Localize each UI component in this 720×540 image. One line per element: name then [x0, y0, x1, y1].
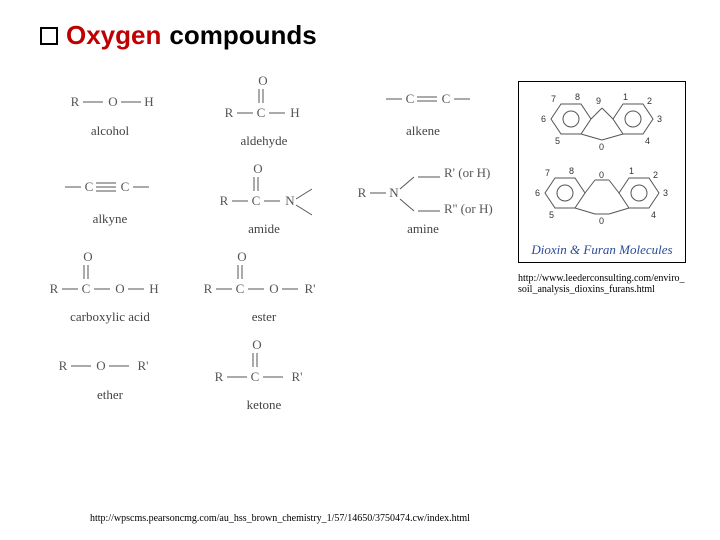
svg-text:7: 7: [551, 94, 556, 104]
structure-cell: R O Halcohol: [40, 71, 180, 149]
title-word-1: Oxygen: [66, 20, 161, 51]
svg-text:R': R': [137, 358, 148, 373]
svg-text:C: C: [252, 193, 261, 208]
dioxin-furan-box: 0 9 1 2 3 4 5 6 7 8: [518, 81, 686, 263]
svg-text:O: O: [269, 281, 278, 296]
bottom-url: http://wpscms.pearsoncmg.com/au_hss_brow…: [90, 513, 470, 524]
svg-text:7: 7: [545, 168, 550, 178]
svg-text:R: R: [50, 281, 59, 296]
svg-text:O: O: [108, 94, 117, 109]
svg-text:9: 9: [596, 96, 601, 106]
structure-label: carboxylic acid: [40, 309, 180, 325]
svg-text:R: R: [220, 193, 229, 208]
structure-label: aldehyde: [194, 133, 334, 149]
svg-text:8: 8: [569, 166, 574, 176]
svg-text:8: 8: [575, 92, 580, 102]
svg-text:4: 4: [645, 136, 650, 146]
structure-cell: R N R' (or H) R'' (or H) amine: [348, 159, 498, 237]
svg-text:C: C: [251, 369, 260, 384]
svg-text:O: O: [83, 249, 92, 264]
structure-cell: O R C Haldehyde: [194, 71, 334, 149]
svg-text:R: R: [215, 369, 224, 384]
svg-text:C: C: [82, 281, 91, 296]
svg-text:H: H: [290, 105, 299, 120]
structure-label: amide: [194, 221, 334, 237]
structure-label: ether: [40, 387, 180, 403]
svg-text:O: O: [252, 337, 261, 352]
svg-text:6: 6: [541, 114, 546, 124]
svg-text:O: O: [258, 73, 267, 88]
structures-grid: ROHalcoholORCHaldehydeCCalkeneCCalkyneOR…: [40, 71, 498, 413]
structure-label: alcohol: [40, 123, 180, 139]
bullet-icon: [40, 27, 58, 45]
structure-label: alkyne: [40, 211, 180, 227]
svg-text:O: O: [96, 358, 105, 373]
svg-text:2: 2: [653, 170, 658, 180]
svg-text:1: 1: [623, 92, 628, 102]
svg-text:5: 5: [549, 210, 554, 220]
structure-label: amine: [348, 221, 498, 237]
svg-text:R'' (or H): R'' (or H): [444, 201, 493, 216]
svg-text:N: N: [389, 185, 399, 200]
structure-cell: R O R' ether: [40, 335, 180, 413]
svg-text:R: R: [358, 185, 367, 200]
structure-cell: O R C Namide: [194, 159, 334, 237]
structure-cell: [348, 247, 498, 325]
svg-text:3: 3: [663, 188, 668, 198]
svg-text:O: O: [115, 281, 124, 296]
svg-text:R: R: [59, 358, 68, 373]
svg-text:R: R: [71, 94, 80, 109]
structure-cell: C Calkene: [348, 71, 498, 149]
sidebox-caption: Dioxin & Furan Molecules: [523, 242, 681, 258]
svg-text:C: C: [257, 105, 266, 120]
svg-text:3: 3: [657, 114, 662, 124]
svg-text:R: R: [225, 105, 234, 120]
svg-text:R': R': [291, 369, 302, 384]
svg-text:R' (or H): R' (or H): [444, 165, 490, 180]
svg-text:C: C: [121, 179, 130, 194]
title-row: Oxygen compounds: [40, 20, 680, 51]
svg-text:C: C: [442, 91, 451, 106]
svg-text:O: O: [253, 161, 262, 176]
svg-text:2: 2: [647, 96, 652, 106]
svg-text:H: H: [149, 281, 158, 296]
svg-text:C: C: [236, 281, 245, 296]
dioxin-furan-diagram: 0 9 1 2 3 4 5 6 7 8: [523, 88, 681, 238]
structure-label: ester: [194, 309, 334, 325]
side-url: http://www.leederconsulting.com/enviro_s…: [518, 273, 686, 295]
title-word-2: compounds: [169, 20, 316, 51]
structure-cell: O R C O R' ester: [194, 247, 334, 325]
structure-label: ketone: [194, 397, 334, 413]
svg-text:C: C: [406, 91, 415, 106]
structure-cell: O R C R' ketone: [194, 335, 334, 413]
svg-text:0: 0: [599, 170, 604, 180]
svg-text:6: 6: [535, 188, 540, 198]
svg-text:N: N: [285, 193, 295, 208]
structure-cell: [348, 335, 498, 413]
structure-label: alkene: [348, 123, 498, 139]
svg-text:0: 0: [599, 142, 604, 152]
structure-cell: O R C O Hcarboxylic acid: [40, 247, 180, 325]
svg-text:5: 5: [555, 136, 560, 146]
svg-text:C: C: [85, 179, 94, 194]
svg-text:R': R': [304, 281, 315, 296]
structure-cell: C Calkyne: [40, 159, 180, 237]
svg-text:H: H: [144, 94, 153, 109]
svg-text:R: R: [204, 281, 213, 296]
svg-text:4: 4: [651, 210, 656, 220]
svg-text:1: 1: [629, 166, 634, 176]
svg-text:O: O: [237, 249, 246, 264]
svg-text:0: 0: [599, 216, 604, 226]
